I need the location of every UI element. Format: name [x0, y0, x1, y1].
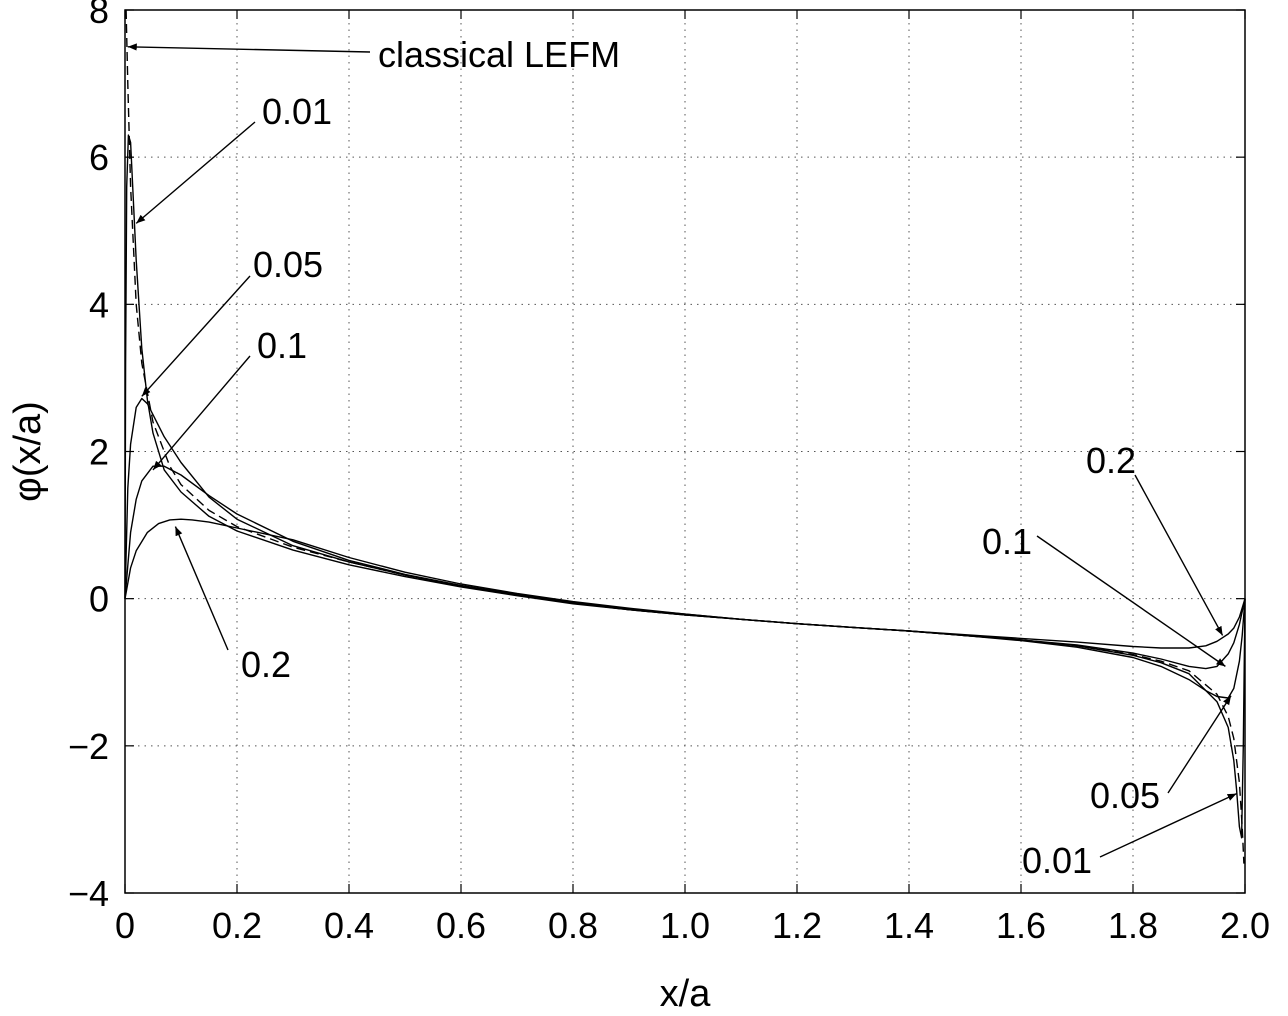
- x-tick-label: 0.2: [212, 905, 262, 946]
- y-tick-label: 8: [89, 0, 109, 31]
- x-tick-label: 1.0: [660, 905, 710, 946]
- annotation-arrow: [141, 275, 251, 397]
- y-axis-label: φ(x/a): [7, 401, 49, 502]
- y-tick-label: 4: [89, 284, 109, 325]
- y-tick-label: 0: [89, 579, 109, 620]
- series-line-0-05: [124, 397, 1246, 699]
- axis-ticks: 0 0.2 0.4 0.6 0.8 1.0 1.2 1.4 1.6 1.8 2.0 8 6 4 2 0 −2 −4: [68, 0, 1270, 946]
- annotation-label: 0.1: [982, 521, 1032, 562]
- y-tick-label: 2: [89, 432, 109, 473]
- x-axis-label: x/a: [660, 973, 712, 1015]
- x-tick-label: 1.4: [884, 905, 934, 946]
- annotation-label: 0.2: [241, 644, 291, 685]
- annotation-label: 0.05: [1090, 775, 1160, 816]
- series-group: [124, 9, 1246, 864]
- series-line-0-1: [124, 465, 1246, 670]
- annotation-arrow: [1036, 535, 1226, 667]
- annotation-label: 0.05: [253, 244, 323, 285]
- annotation-arrow: [127, 43, 371, 53]
- x-tick-label: 0.6: [436, 905, 486, 946]
- grid: [125, 10, 1245, 893]
- x-tick-label: 1.6: [996, 905, 1046, 946]
- annotation-arrow: [135, 121, 256, 224]
- annotation-label: 0.1: [257, 325, 307, 366]
- annotation-arrow: [152, 355, 251, 471]
- y-tick-label: −4: [68, 873, 109, 914]
- annotation-arrow: [1167, 695, 1232, 794]
- series-line-lefm: [125, 9, 1245, 864]
- annotation-arrow: [1099, 793, 1237, 858]
- annotation-arrow: [174, 526, 229, 651]
- annotation-arrow: [1134, 474, 1224, 636]
- x-tick-label: 0.8: [548, 905, 598, 946]
- annotation-label: 0.2: [1086, 440, 1136, 481]
- y-tick-label: 6: [89, 137, 109, 178]
- x-tick-label: 0.4: [324, 905, 374, 946]
- x-tick-label: 1.2: [772, 905, 822, 946]
- annotation-label: classical LEFM: [378, 34, 620, 75]
- y-tick-label: −2: [68, 726, 109, 767]
- annotation-label: 0.01: [262, 91, 332, 132]
- annotations: classical LEFM 0.01 0.05 0.1 0.2 0.2 0.1 0.05 0.…: [127, 34, 1237, 881]
- annotation-label: 0.01: [1022, 840, 1092, 881]
- x-tick-label: 2.0: [1220, 905, 1270, 946]
- x-tick-label: 0: [115, 905, 135, 946]
- x-tick-label: 1.8: [1108, 905, 1158, 946]
